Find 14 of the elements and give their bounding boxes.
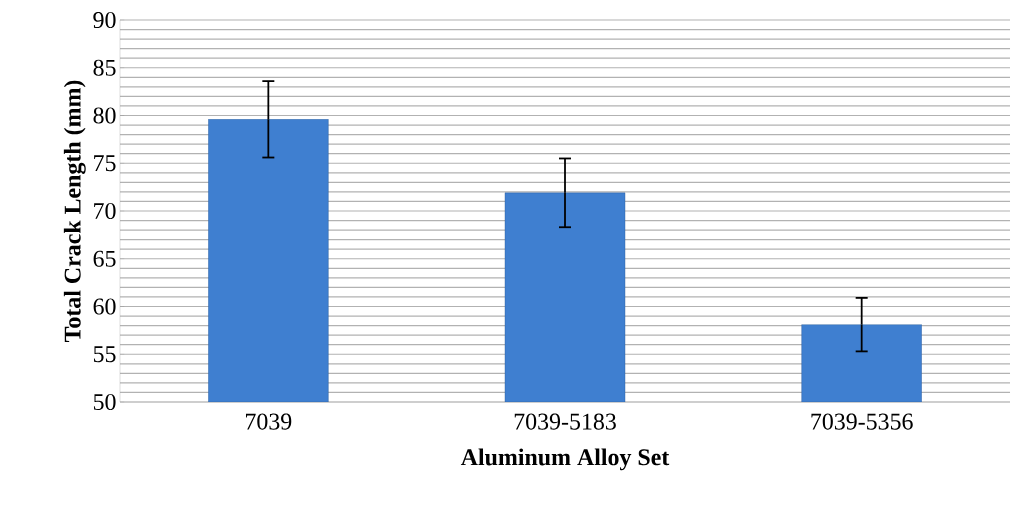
y-tick-label: 55 xyxy=(93,346,116,363)
y-axis-title: Total Crack Length (mm) xyxy=(63,80,86,343)
x-axis-title: Aluminum Alloy Set xyxy=(460,448,670,471)
y-tick-label: 80 xyxy=(93,107,116,124)
y-tick-label: 85 xyxy=(93,59,116,76)
y-tick-label: 90 xyxy=(93,11,116,29)
x-tick-label: 7039 xyxy=(246,413,292,430)
y-tick-label: 60 xyxy=(93,298,116,315)
x-tick-label: 7039-5356 xyxy=(811,413,913,430)
y-tick-label: 65 xyxy=(93,250,116,267)
y-tick-label: 70 xyxy=(94,202,116,220)
y-tick-label: 50 xyxy=(93,393,116,411)
y-tick-label: 75 xyxy=(94,155,116,172)
x-tick-label: 7039-5183 xyxy=(514,413,616,430)
